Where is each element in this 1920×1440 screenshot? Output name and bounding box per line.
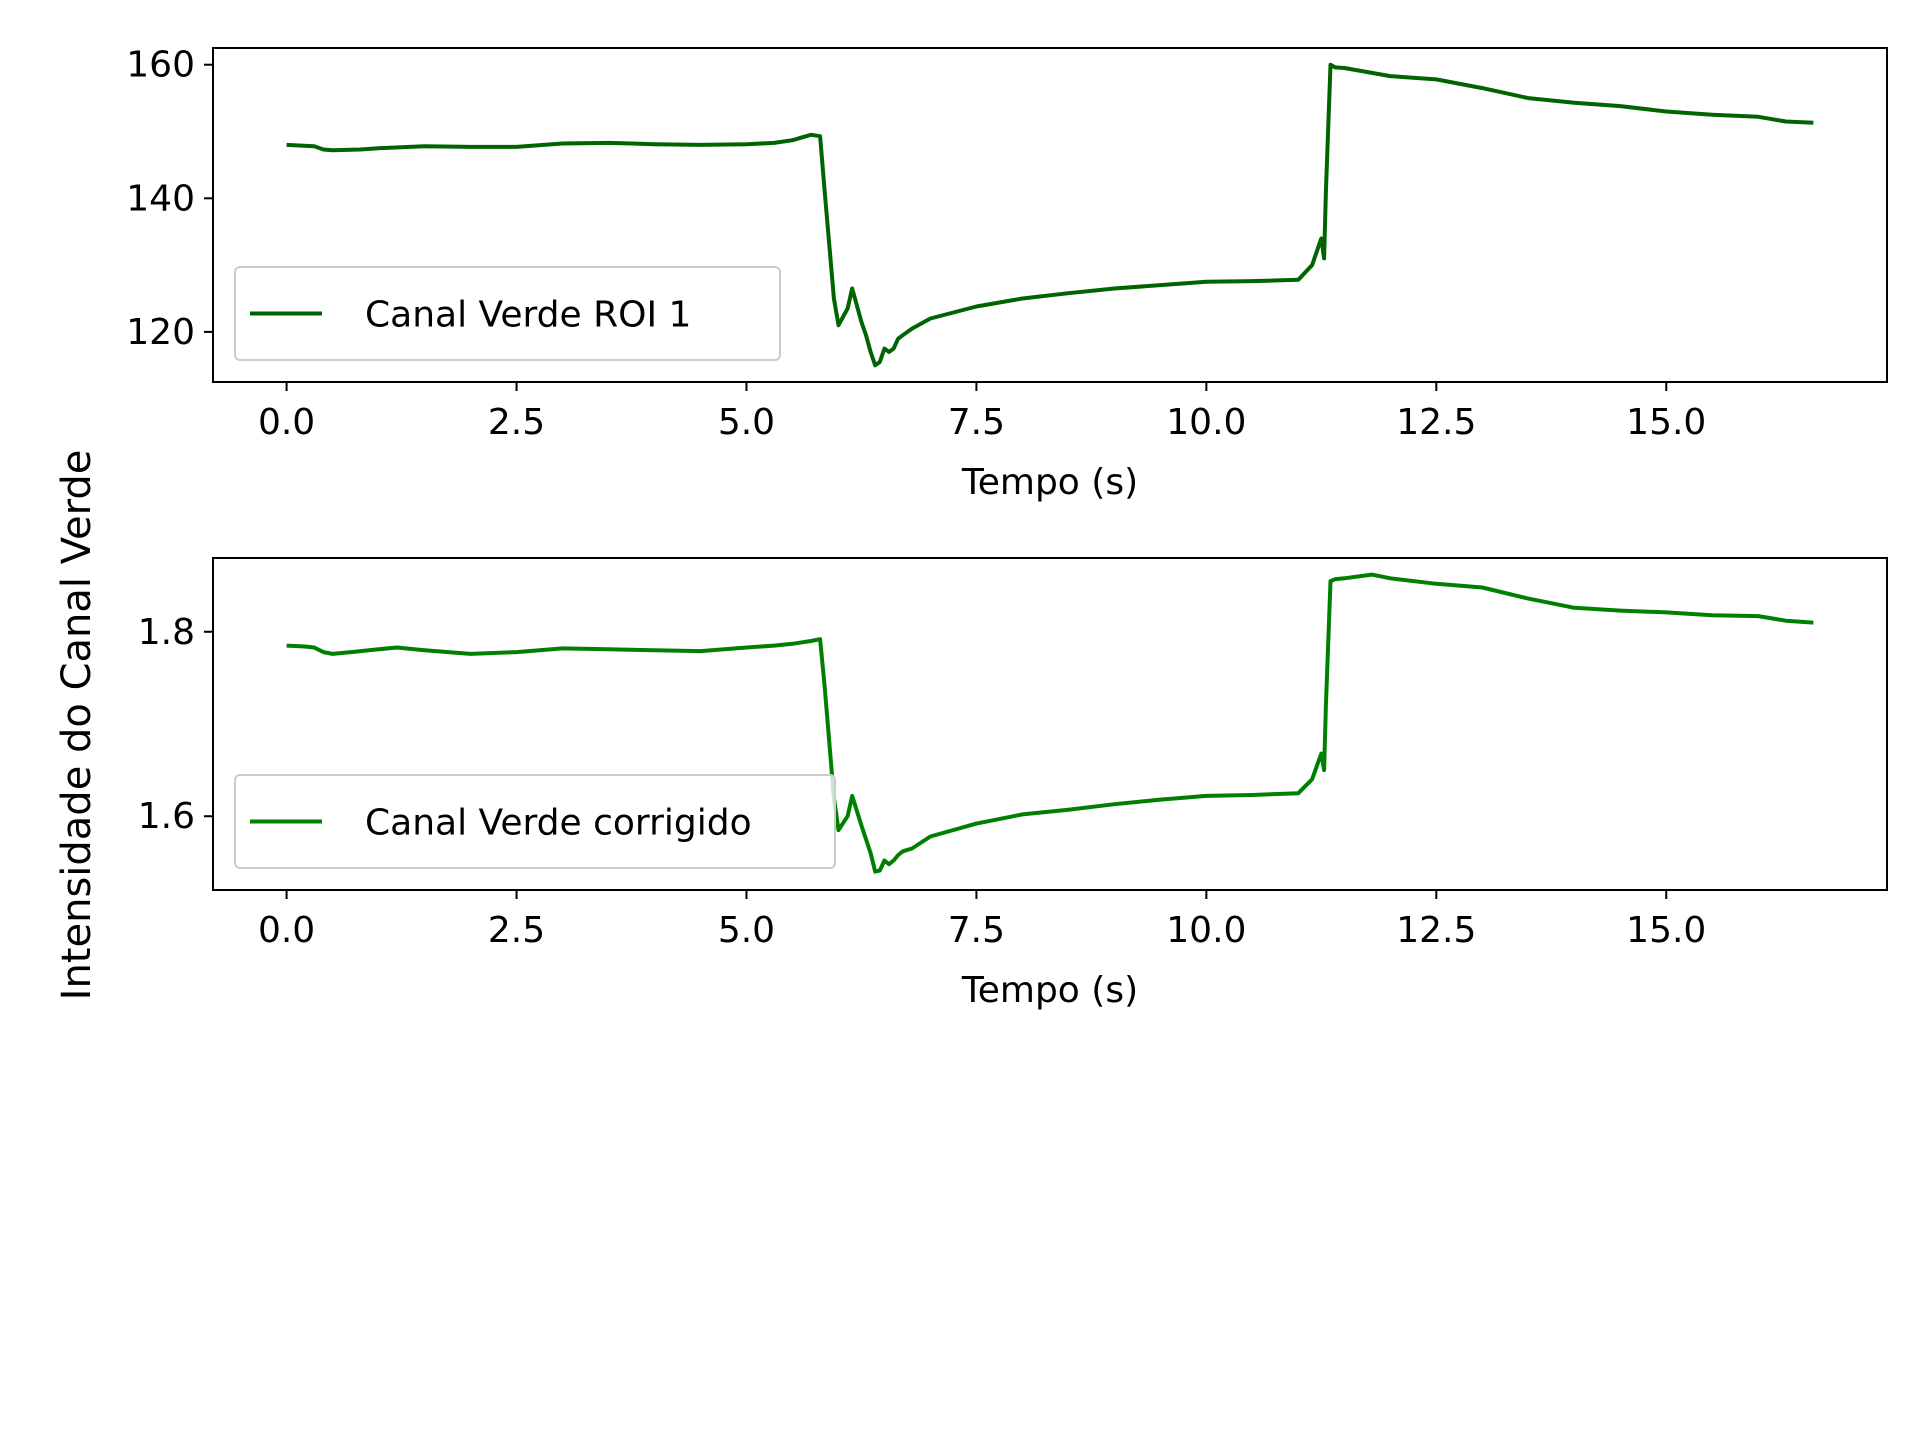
legend-label: Canal Verde corrigido: [365, 803, 752, 844]
x-tick-label: 15.0: [1626, 402, 1706, 443]
figure-ylabel: Intensidade do Canal Verde: [54, 450, 100, 1001]
y-tick-label: 140: [126, 178, 195, 219]
series-line-0: [286, 572, 1814, 874]
x-tick-label: 2.5: [488, 910, 545, 951]
x-tick-label: 10.0: [1166, 910, 1246, 951]
x-tick-label: 5.0: [718, 402, 775, 443]
x-tick-label: 12.5: [1396, 402, 1476, 443]
y-tick-label: 1.8: [138, 612, 195, 653]
legend-label: Canal Verde ROI 1: [365, 295, 691, 336]
x-tick-label: 2.5: [488, 402, 545, 443]
x-tick-label: 15.0: [1626, 910, 1706, 951]
x-tick-label: 0.0: [258, 402, 315, 443]
legend-box: [234, 774, 836, 869]
x-axis-label: Tempo (s): [961, 462, 1138, 503]
x-axis-label: Tempo (s): [961, 970, 1138, 1011]
series-line-0: [286, 62, 1814, 368]
y-tick-label: 160: [126, 45, 195, 86]
legend-box: [234, 266, 781, 361]
x-tick-label: 5.0: [718, 910, 775, 951]
y-tick-label: 1.6: [138, 796, 195, 837]
plot-frame: [212, 557, 1888, 891]
plot-frame: [212, 47, 1888, 383]
x-tick-label: 10.0: [1166, 402, 1246, 443]
panel-bottom: 0.0 2.5 5.0 7.5 10.0 12.5 15.0 1.6 1.8 Tempo (s) C…: [138, 557, 1888, 1011]
panel-top: 0.0 2.5 5.0 7.5 10.0 12.5 15.0 120 140 160 Tempo (…: [126, 45, 1888, 503]
x-tick-label: 7.5: [948, 402, 1005, 443]
x-tick-label: 0.0: [258, 910, 315, 951]
y-tick-label: 120: [126, 312, 195, 353]
x-tick-label: 7.5: [948, 910, 1005, 951]
x-tick-label: 12.5: [1396, 910, 1476, 951]
